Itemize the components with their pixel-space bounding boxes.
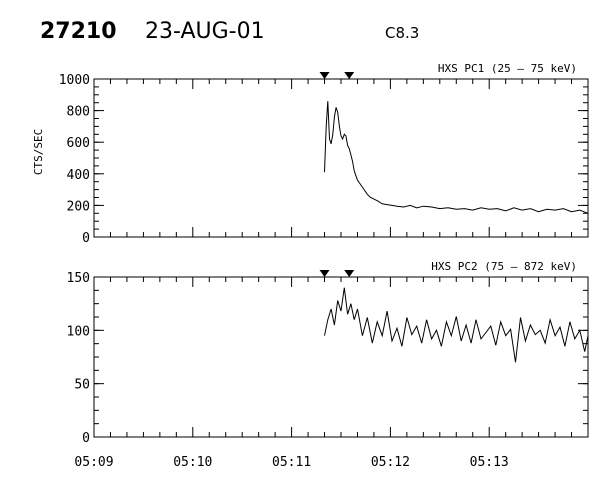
y-tick-label: 0 bbox=[82, 431, 90, 446]
x-tick-label: 05:09 bbox=[74, 455, 113, 470]
y-tick-label: 100 bbox=[67, 324, 90, 339]
panel-pc2-frame bbox=[93, 276, 589, 438]
panel-pc2-event-markers bbox=[319, 270, 355, 277]
x-tick-label: 05:13 bbox=[470, 455, 509, 470]
y-tick-label: 400 bbox=[67, 168, 90, 183]
x-tick-label: 05:10 bbox=[173, 455, 212, 470]
x-tick-labels: 05:09 05:10 05:11 05:12 05:13 bbox=[74, 455, 508, 470]
panel-pc1: HXS PC1 (25 – 75 keV) 0 200 400 600 800 1000 bbox=[59, 62, 589, 246]
y-tick-label: 50 bbox=[74, 378, 90, 393]
flare-class: C8.3 bbox=[385, 24, 419, 42]
y-tick-label: 600 bbox=[67, 136, 90, 151]
x-tick-label: 05:12 bbox=[371, 455, 410, 470]
y-tick-label: 1000 bbox=[59, 73, 90, 88]
y-tick-label: 0 bbox=[82, 231, 90, 246]
panel-pc2-axes: 0 50 100 150 bbox=[67, 271, 589, 446]
x-tick-label: 05:11 bbox=[272, 455, 311, 470]
panel-pc2: HXS PC2 (75 – 872 keV) 0 50 100 150 bbox=[67, 260, 589, 446]
observation-date: 23-AUG-01 bbox=[145, 19, 265, 44]
panel-pc2-title: HXS PC2 (75 – 872 keV) bbox=[431, 260, 577, 273]
panel-pc2-series-line bbox=[324, 287, 589, 363]
panel-pc1-series-line bbox=[324, 101, 589, 214]
event-marker bbox=[319, 72, 330, 79]
y-tick-label: 150 bbox=[67, 271, 90, 286]
event-marker bbox=[319, 270, 330, 277]
panel-pc1-title: HXS PC1 (25 – 75 keV) bbox=[438, 62, 577, 75]
event-marker bbox=[344, 72, 355, 79]
event-marker bbox=[344, 270, 355, 277]
panel-pc1-event-markers bbox=[319, 72, 355, 79]
observation-id: 27210 bbox=[40, 19, 117, 44]
panel-pc1-axes: 0 200 400 600 800 1000 bbox=[59, 73, 589, 246]
y-tick-label: 200 bbox=[67, 199, 90, 214]
y-tick-label: 800 bbox=[67, 105, 90, 120]
y-axis-label: CTS/SEC bbox=[32, 129, 45, 175]
panel-pc1-frame bbox=[93, 78, 589, 238]
